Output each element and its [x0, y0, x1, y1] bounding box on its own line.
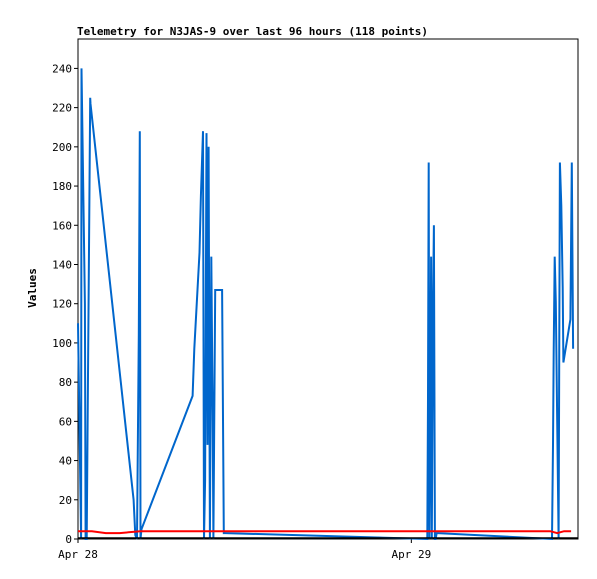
- y-tick-label: 160: [52, 219, 72, 232]
- y-tick-label: 40: [59, 455, 72, 468]
- y-ticks: 0 20 40 60 80 100 120 140 160 180 200 220 240: [52, 62, 78, 546]
- y-axis-label: Values: [26, 268, 39, 308]
- y-tick-label: 240: [52, 62, 72, 75]
- y-tick-label: 220: [52, 102, 72, 115]
- x-tick-label: Apr 28: [58, 548, 98, 561]
- y-tick-label: 180: [52, 180, 72, 193]
- y-tick-label: 200: [52, 141, 72, 154]
- y-tick-label: 80: [59, 376, 72, 389]
- series-line-2: [78, 530, 572, 535]
- y-tick-label: 140: [52, 258, 72, 271]
- y-tick-label: 20: [59, 494, 72, 507]
- plot-area: [77, 38, 579, 540]
- y-tick-label: 100: [52, 337, 72, 350]
- series-line-1: [77, 68, 575, 541]
- x-tick-label: Apr 29: [391, 548, 431, 561]
- y-tick-label: 60: [59, 415, 72, 428]
- series-layer: [77, 68, 578, 541]
- chart-title: Telemetry for N3JAS-9 over last 96 hours…: [77, 25, 428, 38]
- plot-frame: [77, 38, 579, 540]
- y-tick-label: 120: [52, 298, 72, 311]
- y-tick-label: 0: [65, 533, 72, 546]
- x-ticks: Apr 28 Apr 29: [58, 539, 431, 561]
